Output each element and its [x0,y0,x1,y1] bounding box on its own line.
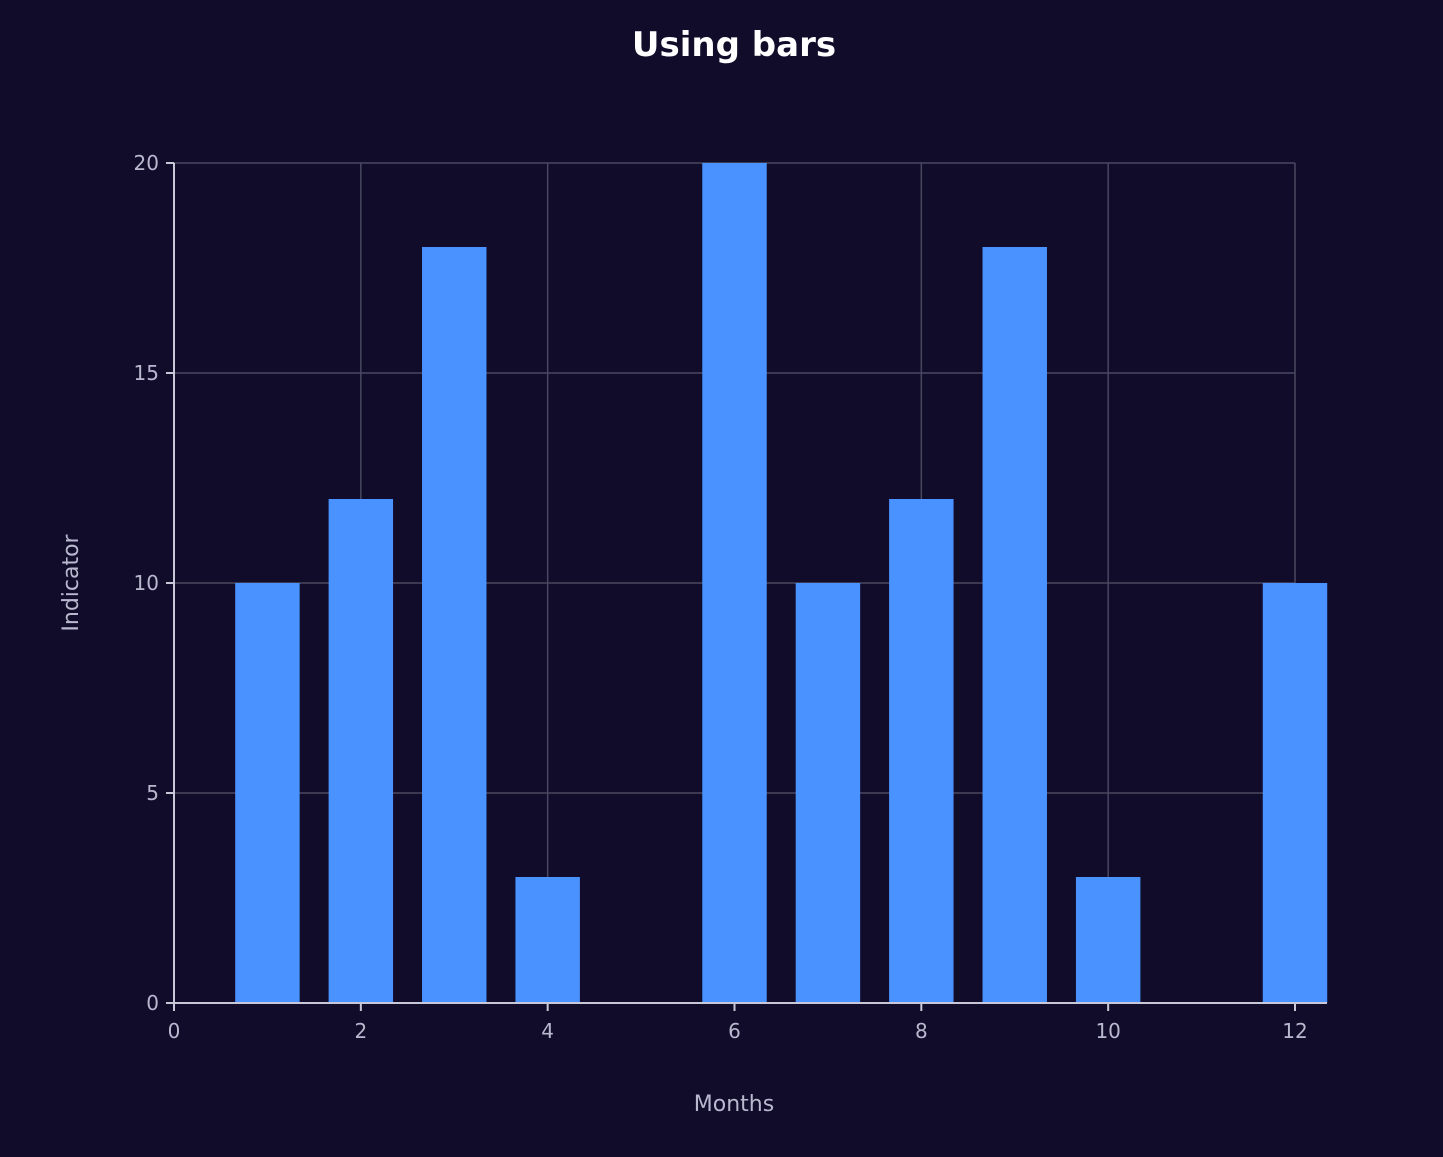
bar [422,247,487,1003]
x-tick-label: 8 [915,1019,928,1043]
bar [1262,583,1328,1003]
y-tick-label: 0 [146,991,159,1015]
y-tick-label: 5 [146,781,159,805]
bar [235,583,300,1003]
bar [328,499,394,1003]
x-tick-label: 6 [728,1019,741,1043]
axes [166,162,1327,1011]
bar [515,877,580,1003]
bar [702,163,767,1003]
ticks: 0 5 10 15 20 0 2 4 6 8 10 12 [134,151,1308,1043]
bar [982,247,1047,1003]
y-tick-label: 15 [134,361,159,385]
bar [795,583,861,1003]
y-tick-label: 20 [134,151,159,175]
x-tick-label: 10 [1095,1019,1120,1043]
bar [1075,877,1141,1003]
bars [235,163,1328,1003]
y-axis-label: Indicator [59,533,84,631]
bar [889,499,954,1003]
y-tick-label: 10 [134,571,159,595]
chart-title: Using bars [632,25,836,65]
x-tick-label: 2 [354,1019,367,1043]
x-axis-label: Months [694,1092,774,1117]
x-tick-label: 12 [1282,1019,1307,1043]
x-tick-label: 0 [168,1019,181,1043]
x-tick-label: 4 [541,1019,554,1043]
